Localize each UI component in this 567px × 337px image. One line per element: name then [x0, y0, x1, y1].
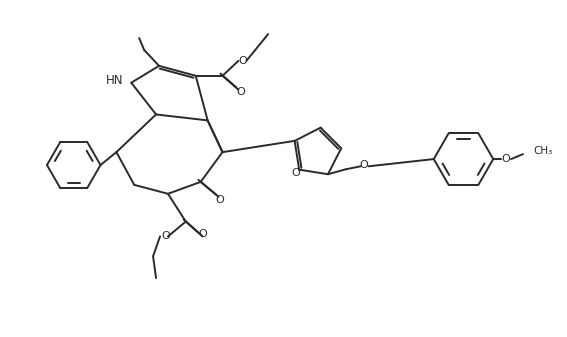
- Text: HN: HN: [106, 74, 124, 87]
- Text: O: O: [238, 56, 247, 66]
- Text: O: O: [502, 154, 510, 164]
- Text: O: O: [215, 195, 224, 205]
- Text: O: O: [236, 87, 245, 97]
- Text: CH₃: CH₃: [533, 146, 552, 156]
- Text: O: O: [198, 229, 207, 240]
- Text: O: O: [359, 160, 368, 170]
- Text: O: O: [292, 167, 301, 178]
- Text: O: O: [162, 232, 170, 241]
